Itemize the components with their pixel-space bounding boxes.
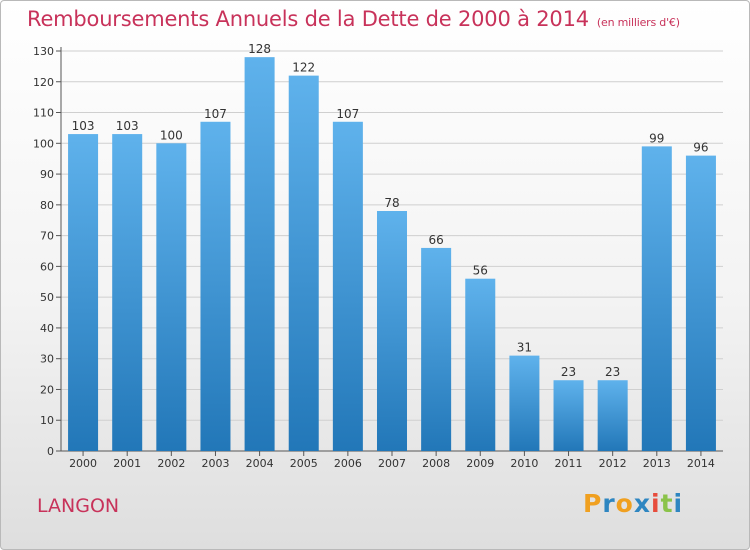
label-layer: 103 103 100 107 128 122 107 78 66 56 31 23 23 99 96	[72, 42, 709, 379]
y-tick-label: 70	[40, 230, 54, 243]
data-label: 103	[72, 119, 95, 133]
y-tick-label: 0	[47, 445, 54, 458]
x-tick-label: 2002	[157, 457, 185, 470]
data-label: 122	[292, 61, 315, 75]
y-tick-label: 130	[33, 45, 54, 58]
bar-2001	[112, 134, 143, 452]
bar-2007	[376, 211, 408, 451]
y-tick-label: 120	[33, 76, 54, 89]
logo-letter: x	[633, 489, 651, 518]
logo-letter: o	[615, 489, 634, 518]
bar-2014	[685, 155, 716, 451]
chart-title: Remboursements Annuels de la Dette de 20…	[27, 7, 680, 31]
y-tick-label: 50	[40, 291, 54, 304]
bar-2011	[553, 380, 584, 451]
proxiti-logo: Proxiti	[583, 489, 683, 518]
data-label: 107	[336, 107, 359, 121]
y-tick-label: 20	[40, 383, 54, 396]
x-tick-label: 2001	[113, 457, 141, 470]
y-tick-label: 100	[33, 137, 54, 150]
chart-title-text: Remboursements Annuels de la Dette de 20…	[27, 7, 589, 31]
data-label: 128	[248, 42, 271, 56]
logo-letter: i	[651, 489, 661, 518]
data-label: 31	[517, 341, 532, 355]
x-tick-label: 2011	[555, 457, 583, 470]
y-tick-label: 10	[40, 414, 54, 427]
bar-2006	[332, 121, 363, 452]
y-tick-label: 60	[40, 260, 54, 273]
x-tick-label: 2008	[422, 457, 450, 470]
data-label: 99	[649, 131, 664, 145]
axis-layer: 0 10 20 30 40 50 60 70 80 90 100 110 120 130 2000 2001 2…	[33, 45, 723, 470]
bar-2003	[200, 121, 231, 452]
x-tick-label: 2006	[334, 457, 362, 470]
y-tick-label: 40	[40, 322, 54, 335]
data-label: 23	[561, 365, 576, 379]
x-tick-label: 2010	[510, 457, 538, 470]
chart-unit: (en milliers d'€)	[596, 16, 680, 29]
data-label: 96	[693, 141, 708, 155]
bar-2012	[597, 380, 628, 451]
x-tick-label: 2012	[599, 457, 627, 470]
x-tick-label: 2013	[643, 457, 671, 470]
x-tick-label: 2007	[378, 457, 406, 470]
logo-letter: P	[583, 489, 603, 518]
data-label: 23	[605, 365, 620, 379]
data-label: 66	[428, 233, 443, 247]
data-label: 107	[204, 107, 227, 121]
data-label: 78	[384, 196, 399, 210]
data-label: 100	[160, 128, 183, 142]
bar-2004	[244, 57, 275, 452]
x-tick-label: 2009	[466, 457, 494, 470]
commune-name: LANGON	[37, 495, 120, 517]
x-tick-label: 2003	[201, 457, 229, 470]
y-tick-label: 80	[40, 199, 54, 212]
logo-letter: t	[660, 489, 674, 518]
y-tick-label: 30	[40, 353, 54, 366]
bar-2002	[156, 143, 187, 452]
bar-2009	[465, 278, 496, 451]
x-tick-label: 2014	[687, 457, 715, 470]
logo-letter: r	[602, 489, 616, 518]
bar-2000	[68, 134, 99, 452]
bar-2010	[509, 355, 540, 451]
x-tick-label: 2004	[246, 457, 274, 470]
logo-letter: i	[673, 489, 684, 518]
data-label: 56	[473, 264, 488, 278]
y-tick-label: 90	[40, 168, 54, 181]
x-tick-label: 2000	[69, 457, 97, 470]
bar-layer	[68, 57, 716, 452]
bar-2005	[288, 75, 319, 451]
data-label: 103	[116, 119, 139, 133]
bar-2008	[421, 247, 452, 451]
x-tick-label: 2005	[290, 457, 318, 470]
bar-2013	[641, 146, 672, 451]
y-tick-label: 110	[33, 107, 54, 120]
